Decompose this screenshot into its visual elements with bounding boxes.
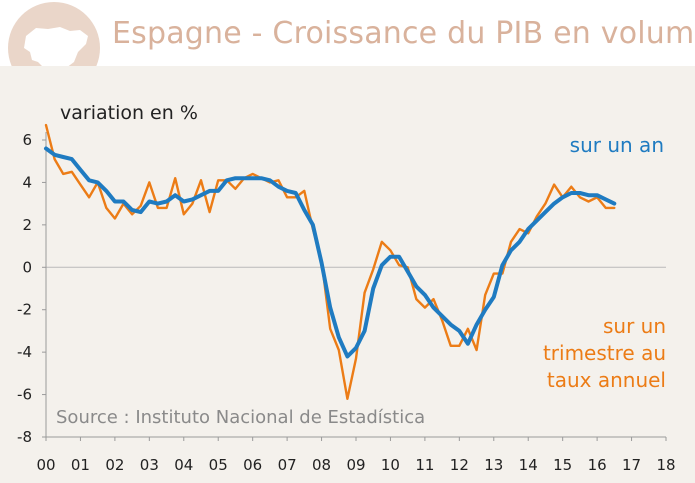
y-axis-label: variation en % — [60, 102, 198, 124]
y-tick-label: -2 — [17, 301, 32, 319]
y-tick-label: -6 — [17, 386, 32, 404]
x-tick-label: 00 — [36, 456, 55, 474]
y-tick-label: 4 — [22, 173, 32, 191]
x-tick-label: 09 — [346, 456, 365, 474]
x-tick-label: 08 — [312, 456, 331, 474]
spain-map-shape — [24, 27, 88, 70]
y-tick-label: -4 — [17, 343, 32, 361]
x-tick-label: 13 — [484, 456, 503, 474]
series-layer — [44, 123, 617, 400]
legend-annual: sur un an — [570, 133, 664, 157]
x-tick-label: 18 — [656, 456, 675, 474]
x-tick-label: 10 — [381, 456, 400, 474]
x-tick-label: 05 — [209, 456, 228, 474]
x-tick-label: 04 — [174, 456, 193, 474]
legend-quarterly-line-1: sur un — [603, 314, 666, 338]
legend-quarterly-line-3: taux annuel — [547, 368, 666, 392]
x-tick-label: 02 — [105, 456, 124, 474]
x-tick-label: 01 — [71, 456, 90, 474]
x-tick-label: 15 — [553, 456, 572, 474]
x-tick-label: 06 — [243, 456, 262, 474]
series-line-annual — [44, 146, 617, 359]
x-tick-label: 07 — [278, 456, 297, 474]
chart-title: Espagne - Croissance du PIB en volume — [112, 16, 695, 51]
header-band — [0, 0, 695, 70]
y-tick-label: -8 — [17, 428, 32, 446]
legend-quarterly-line-2: trimestre au — [543, 341, 666, 365]
y-tick-label: 6 — [22, 131, 32, 149]
y-tick-label: 2 — [22, 216, 32, 234]
plot-panel — [0, 66, 695, 483]
axis-layer: 6 4 2 0 -2 -4 -6 -800 01 02 03 04 05 06 07 08 09 10 11 12 13… — [17, 131, 676, 474]
x-tick-label: 03 — [140, 456, 159, 474]
y-tick-label: 0 — [22, 258, 32, 276]
source-note: Source : Instituto Nacional de Estadísti… — [56, 407, 425, 428]
spain-silhouette — [24, 27, 88, 70]
x-tick-label: 12 — [450, 456, 469, 474]
x-tick-label: 16 — [588, 456, 607, 474]
x-tick-label: 14 — [519, 456, 538, 474]
x-tick-label: 17 — [622, 456, 641, 474]
series-line-quarterly — [44, 123, 616, 400]
x-tick-label: 11 — [415, 456, 434, 474]
